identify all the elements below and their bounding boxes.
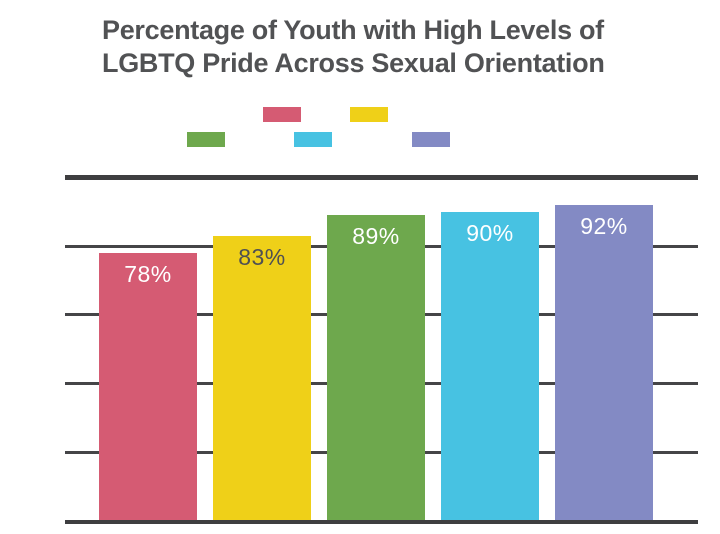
legend-swatch-pink [263,107,301,122]
axis-baseline [65,520,698,524]
bar-4: 90% [441,212,539,521]
bar-1: 78% [99,253,197,521]
bar-data-label: 89% [352,223,400,249]
bar-data-label: 78% [124,261,172,287]
legend-swatch-green [187,132,225,147]
legend-swatch-yellow [350,107,388,122]
bar-data-label: 90% [466,220,514,246]
bar-data-label: 92% [580,213,628,239]
chart-plot: 78% 83% 89% 90% 92% [65,175,698,524]
chart-title: Percentage of Youth with High Levels of L… [102,14,605,80]
bar-data-label: 83% [238,244,286,270]
bar-2: 83% [213,236,311,521]
legend-swatch-cyan [294,132,332,147]
chart-legend [0,0,720,160]
legend-swatch-purple [412,132,450,147]
axis-top-line [65,175,698,180]
chart-title-line1: Percentage of Youth with High Levels of [102,15,604,45]
bar-3: 89% [327,215,425,521]
chart-title-line2: LGBTQ Pride Across Sexual Orientation [102,48,605,78]
bar-5: 92% [555,205,653,521]
